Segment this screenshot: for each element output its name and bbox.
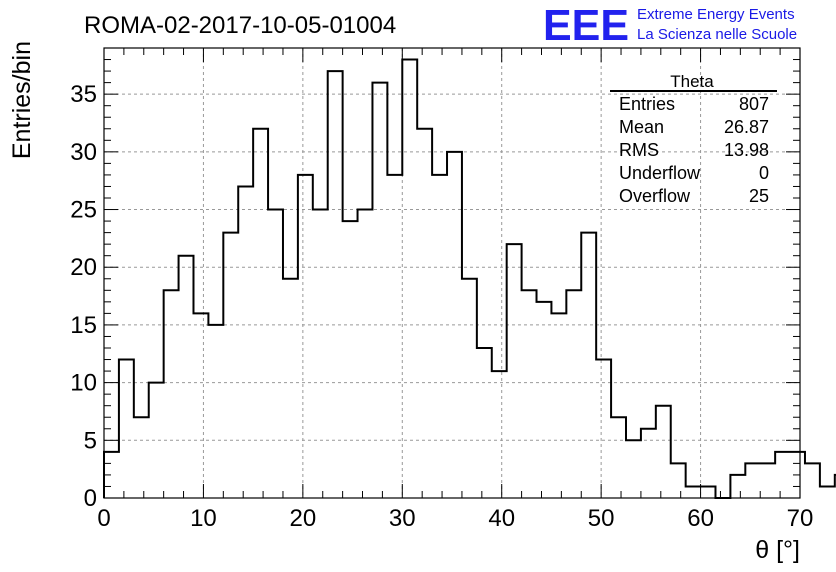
x-tick-label: 60 (687, 505, 714, 532)
x-tick-label: 50 (588, 505, 615, 532)
axis-ticks (103, 47, 801, 499)
y-tick-label: 30 (70, 139, 97, 166)
y-tick-label: 20 (70, 254, 97, 281)
stats-label: Underflow (619, 163, 701, 183)
eee-logo-letters: EEE (543, 1, 629, 50)
y-tick-labels: 0 5 10 15 20 25 30 35 (70, 81, 97, 512)
stats-value: 25 (749, 186, 769, 206)
run-title: ROMA-02-2017-10-05-01004 (84, 12, 396, 39)
stats-value: 26.87 (724, 117, 769, 137)
stats-label: RMS (619, 140, 659, 160)
stats-value: 0 (759, 163, 769, 183)
plot-frame (103, 47, 801, 499)
x-tick-label: 30 (389, 505, 416, 532)
stats-value: 13.98 (724, 140, 769, 160)
x-tick-label: 70 (787, 505, 814, 532)
y-tick-label: 5 (84, 427, 97, 454)
grid-lines (104, 48, 800, 498)
stats-value: 807 (739, 94, 769, 114)
stats-rows: Entries 807 Mean 26.87 RMS 13.98 Underflow 0 Ove… (619, 94, 769, 206)
x-tick-label: 0 (97, 505, 110, 532)
stats-box: Theta Entries 807 Mean 26.87 RMS 13.98 Underfl… (610, 72, 777, 206)
stats-label: Entries (619, 94, 675, 114)
x-tick-label: 40 (488, 505, 515, 532)
y-tick-label: 25 (70, 197, 97, 224)
y-axis-label: Entries/bin (8, 41, 36, 159)
eee-logo-line2: La Scienza nelle Scuole (637, 26, 797, 43)
y-tick-label: 10 (70, 370, 97, 397)
eee-logo-line1: Extreme Energy Events (637, 6, 795, 23)
x-axis-label: θ [°] (755, 536, 800, 564)
x-tick-label: 10 (190, 505, 217, 532)
y-tick-label: 0 (84, 485, 97, 512)
y-tick-label: 35 (70, 81, 97, 108)
y-tick-label: 15 (70, 312, 97, 339)
eee-logo: EEE Extreme Energy Events La Scienza nel… (543, 1, 797, 50)
x-tick-labels: 0 10 20 30 40 50 60 70 (97, 505, 813, 532)
stats-label: Overflow (619, 186, 691, 206)
stats-title: Theta (670, 72, 714, 91)
stats-label: Mean (619, 117, 664, 137)
histogram-line (103, 58, 836, 499)
x-tick-label: 20 (290, 505, 317, 532)
